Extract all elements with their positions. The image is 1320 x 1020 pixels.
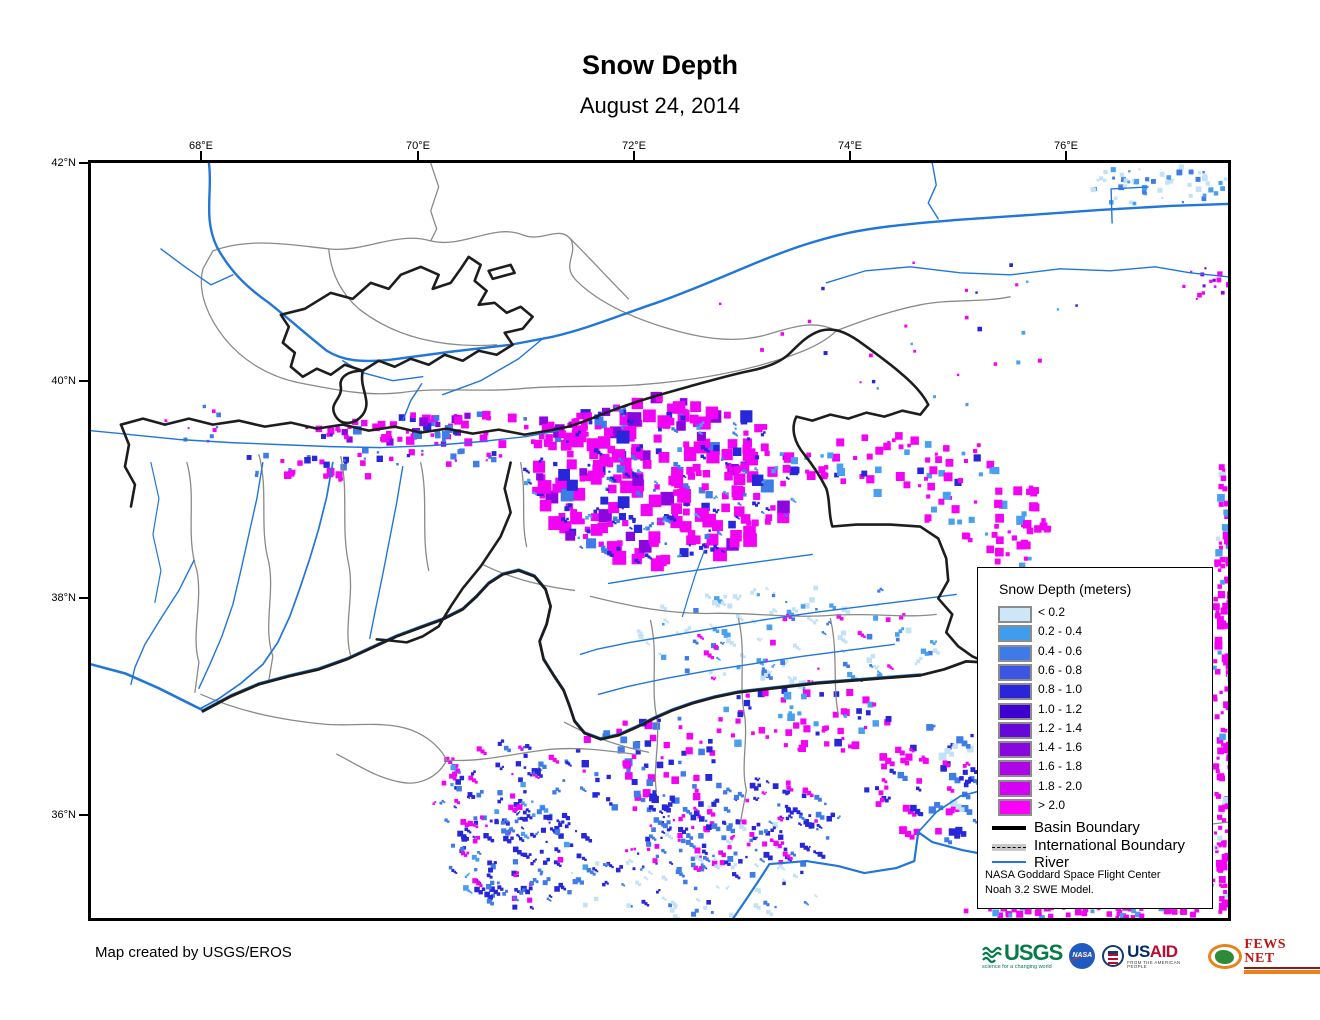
axis-tick-left [79, 162, 88, 164]
fewsnet-subtitle-bar [1244, 970, 1320, 975]
axis-tick-label-left: 40°N [51, 375, 76, 387]
legend-swatch [998, 741, 1032, 759]
nasa-logo-text: NASA [1072, 952, 1093, 959]
basin-boundaries-layer [119, 255, 992, 741]
axis-tick-left [79, 380, 88, 382]
international-boundaries-layer [186, 163, 1228, 893]
legend-swatch [998, 721, 1032, 739]
axis-tick-top [200, 151, 202, 160]
legend-line-label: River [1034, 854, 1070, 871]
legend-swatch [998, 606, 1032, 623]
map-credit: Map created by USGS/EROS [95, 944, 292, 961]
usaid-logo: USAID FROM THE AMERICAN PEOPLE [1102, 943, 1201, 970]
legend-line-swatch-basin [992, 826, 1026, 830]
legend-title: Snow Depth (meters) [999, 581, 1132, 597]
legend-class-label: 0.4 - 0.6 [1038, 643, 1083, 658]
axis-tick-label-top: 74°E [838, 140, 862, 152]
usgs-logo: USGS science for a changing world [982, 939, 1063, 971]
legend-class-label: 1.6 - 1.8 [1038, 759, 1083, 774]
legend-class-label: 1.8 - 2.0 [1038, 778, 1083, 793]
legend-swatch [998, 644, 1032, 662]
page-title: Snow Depth [582, 50, 738, 80]
legend-class-label: 0.8 - 1.0 [1038, 682, 1083, 697]
nasa-logo: NASA [1069, 943, 1096, 969]
map-canvas [88, 160, 1231, 921]
axis-tick-label-top: 68°E [189, 140, 213, 152]
usgs-logo-text: USGS [1004, 939, 1063, 965]
fewsnet-logo-text: FEWS NET [1244, 936, 1287, 966]
axis-tick-label-top: 70°E [406, 140, 430, 152]
legend-swatch [998, 799, 1032, 816]
axis-tick-left [79, 597, 88, 599]
axis-tick-left [79, 814, 88, 816]
legend-class-label: > 2.0 [1038, 798, 1066, 812]
fewsnet-logo: FEWS NET [1208, 936, 1320, 975]
legend-swatch [998, 683, 1032, 701]
usaid-logo-text: USAID [1127, 941, 1178, 961]
axis-tick-label-left: 42°N [51, 157, 76, 169]
usgs-wave-icon [982, 946, 1002, 963]
legend-note-line2: Noah 3.2 SWE Model. [985, 884, 1094, 896]
axis-tick-label-left: 36°N [51, 809, 76, 821]
legend-swatch [998, 702, 1032, 720]
axis-tick-label-left: 38°N [51, 592, 76, 604]
fewsnet-underline [1244, 966, 1320, 970]
axis-tick-top [417, 151, 419, 160]
legend-line-swatch-intl [992, 843, 1026, 851]
legend-class-label: 1.4 - 1.6 [1038, 740, 1083, 755]
legend-class-label: < 0.2 [1038, 605, 1066, 619]
legend-class-label: 1.2 - 1.4 [1038, 720, 1083, 735]
footer-logos: USGS science for a changing world NASA U… [982, 936, 1320, 976]
legend-swatch [998, 625, 1032, 643]
usaid-tagline: FROM THE AMERICAN PEOPLE [1127, 959, 1181, 969]
legend-note-line1: NASA Goddard Space Flight Center [985, 869, 1161, 881]
axis-tick-top [849, 151, 851, 160]
fewsnet-globe-icon [1208, 943, 1243, 969]
legend-line-swatch-river [992, 861, 1026, 863]
legend-swatch [998, 760, 1032, 778]
map-svg [91, 163, 1228, 918]
legend-line-label: Basin Boundary [1034, 819, 1140, 836]
legend-swatch [998, 779, 1032, 797]
legend-swatch [998, 663, 1032, 681]
legend-class-label: 0.6 - 0.8 [1038, 662, 1083, 677]
legend-class-label: 1.0 - 1.2 [1038, 701, 1083, 716]
usaid-seal-icon [1102, 945, 1125, 967]
usgs-tagline: science for a changing world [982, 963, 1052, 970]
legend-line-label: International Boundary [1034, 836, 1185, 854]
axis-tick-top [633, 151, 635, 160]
legend-box: Snow Depth (meters) < 0.2 0.2 - 0.4 0.4 - … [977, 567, 1213, 909]
legend-class-label: 0.2 - 0.4 [1038, 624, 1083, 639]
page-subtitle: August 24, 2014 [579, 93, 741, 118]
axis-tick-label-top: 72°E [622, 140, 646, 152]
axis-tick-top [1065, 151, 1067, 160]
axis-tick-label-top: 76°E [1054, 140, 1078, 152]
